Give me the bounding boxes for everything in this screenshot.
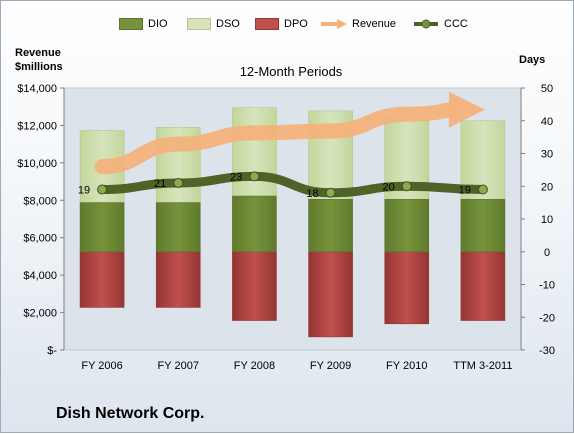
legend-item-dpo[interactable]: DPO: [255, 17, 308, 31]
legend-label-dso: DSO: [216, 18, 240, 30]
right-tick-label: -20: [539, 312, 555, 324]
x-tick-label: FY 2009: [310, 360, 351, 372]
bar-dpo: [308, 251, 353, 338]
bar-dpo: [79, 251, 125, 308]
left-axis-title-line2: $millions: [15, 61, 63, 73]
right-axis-title: Days: [519, 54, 546, 66]
bar-dpo: [155, 251, 201, 308]
bar-dio: [155, 202, 201, 253]
left-tick-label: $12,000: [17, 120, 57, 132]
right-tick-label: 30: [541, 149, 553, 161]
left-tick-label: $4,000: [23, 270, 57, 282]
bar-dio: [460, 199, 506, 253]
bar-dio: [308, 199, 353, 253]
legend-swatch-revenue: [321, 19, 347, 29]
x-tick-label: FY 2006: [81, 360, 122, 372]
ccc-data-label: 19: [78, 185, 90, 197]
legend-label-ccc: CCC: [444, 18, 468, 30]
x-tick-label: FY 2008: [234, 360, 275, 372]
revenue-line: [94, 102, 457, 175]
bar-dpo: [384, 251, 430, 325]
legend-label-revenue: Revenue: [352, 18, 397, 30]
x-tick-label: FY 2010: [386, 360, 427, 372]
legend-label-dio: DIO: [148, 18, 168, 30]
left-tick-label: $-: [47, 345, 57, 357]
right-tick-label: 40: [541, 116, 553, 128]
ccc-point: [401, 181, 412, 192]
legend-swatch-ccc: [413, 19, 439, 29]
left-tick-label: $8,000: [23, 195, 57, 207]
ccc-data-label: 23: [230, 171, 242, 183]
legend-item-ccc[interactable]: CCC: [413, 17, 468, 31]
bar-dpo: [232, 251, 277, 321]
right-tick-label: 0: [544, 247, 550, 259]
ccc-data-label: 18: [306, 188, 318, 200]
bar-dpo: [460, 251, 506, 321]
legend-item-revenue[interactable]: Revenue: [321, 17, 396, 31]
bar-dio: [384, 199, 430, 253]
x-tick-label: TTM 3-2011: [453, 360, 512, 372]
right-tick-label: -30: [539, 345, 555, 357]
left-axis-title-line1: Revenue: [15, 47, 61, 59]
company-name: Dish Network Corp.: [56, 405, 205, 422]
bar-dio: [79, 202, 125, 253]
right-tick-label: 10: [541, 214, 553, 226]
legend-item-dso[interactable]: DSO: [187, 17, 240, 31]
ccc-data-label: 21: [154, 178, 166, 190]
revenue-arrowhead: [448, 91, 485, 128]
right-tick-label: 50: [541, 83, 553, 95]
legend-label-dpo: DPO: [284, 18, 308, 30]
ccc-point: [249, 171, 260, 182]
legend-swatch-dio: [119, 18, 143, 30]
bar-dio: [232, 195, 277, 253]
chart-title: 12-Month Periods: [239, 64, 343, 79]
ccc-point: [173, 177, 184, 188]
ccc-point: [477, 184, 488, 195]
ccc-data-label: 19: [459, 185, 471, 197]
right-tick-label: 20: [541, 181, 553, 193]
legend-item-dio[interactable]: DIO: [119, 17, 168, 31]
ccc-point: [325, 187, 336, 198]
ccc-point: [97, 184, 108, 195]
x-tick-label: FY 2007: [158, 360, 199, 372]
legend-swatch-dpo: [255, 18, 279, 30]
left-tick-label: $10,000: [17, 158, 57, 170]
ccc-data-label: 20: [383, 181, 395, 193]
legend-swatch-dso: [187, 18, 211, 30]
left-tick-label: $14,000: [17, 83, 57, 95]
right-tick-label: -10: [539, 280, 555, 292]
left-tick-label: $6,000: [23, 233, 57, 245]
left-tick-label: $2,000: [23, 308, 57, 320]
